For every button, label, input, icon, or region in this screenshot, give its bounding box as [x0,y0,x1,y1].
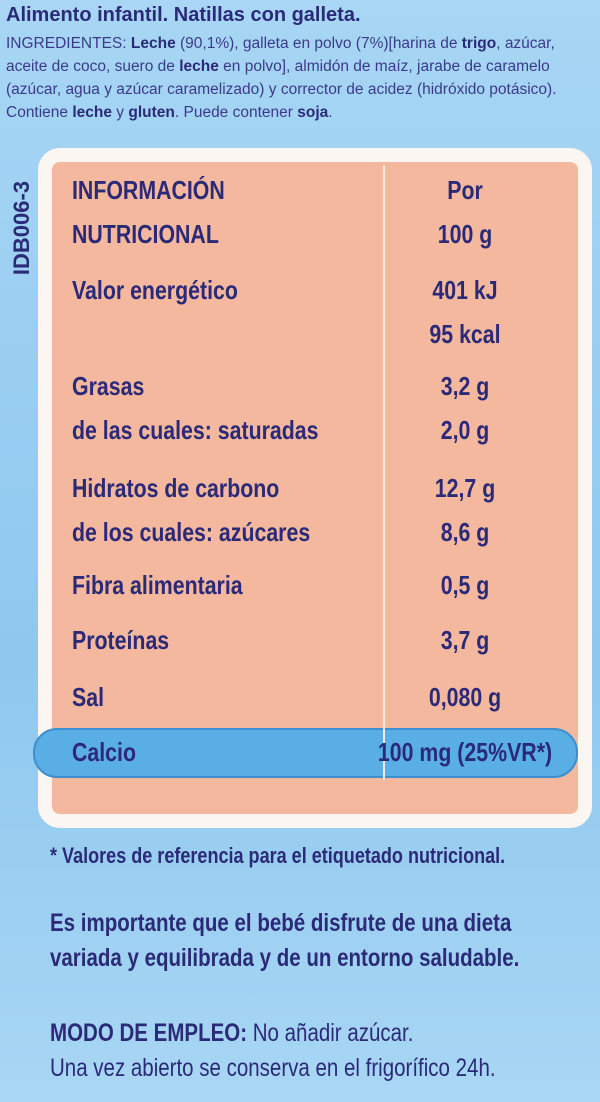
usage: MODO DE EMPLEO: No añadir azúcar. Una vez… [50,1016,496,1086]
ingredient-part: leche [179,58,219,75]
ingredient-part: , azúcar, aceite de coco, suero de [6,35,555,75]
row-value: 100 g [437,219,493,249]
row-value: 3,7 g [440,625,490,655]
row-label: de las cuales: saturadas [72,415,319,445]
ingredient-part: soja [297,104,329,121]
row-label: Grasas [72,371,145,401]
ingredient-part: gluten [128,104,175,121]
ingredient-part: . Puede contener [174,104,298,121]
usage-label: MODO DE EMPLEO: [50,1019,248,1047]
ingredient-part: y [112,104,129,121]
row-label: de los cuales: azúcares [72,517,311,547]
row-value: Por [447,175,483,205]
product-title: Alimento infantil. Natillas con galleta. [6,4,361,26]
ingredient-part: trigo [461,35,497,52]
row-value: 0,5 g [440,570,490,600]
ingredient-part: leche [72,104,112,121]
usage-line: Una vez abierto se conserva en el frigor… [50,1054,496,1082]
side-code: IDB006-3 [9,180,34,276]
ingredients: INGREDIENTES: Leche (90,1%), galleta en … [6,32,598,124]
ingredient-part: INGREDIENTES: [6,35,131,52]
row-value: 100 mg (25%VR*) [377,737,553,767]
note: Es importante que el bebé disfrute de un… [50,909,520,972]
ingredient-part: Leche [130,35,176,52]
footnote: * Valores de referencia para el etiqueta… [50,843,506,868]
highlight-row [33,728,578,778]
row-value: 401 kJ [432,275,498,305]
row-label: Fibra alimentaria [72,570,243,600]
row-value: 0,080 g [428,682,502,712]
row-value: 8,6 g [440,517,490,547]
row-value: 2,0 g [440,415,490,445]
row-label: Valor energético [72,275,238,305]
ingredient-part: en polvo], almidón de maíz, jarabe de ca… [6,58,557,121]
row-value: 95 kcal [429,319,501,349]
ingredient-part: . [328,104,333,121]
row-label: INFORMACIÓN [72,175,225,205]
row-label: Hidratos de carbono [72,473,280,503]
row-label: Calcio [72,737,136,767]
row-label: NUTRICIONAL [72,219,219,249]
row-value: 12,7 g [434,473,496,503]
row-label: Sal [72,682,105,712]
nutrition-panel [38,148,592,828]
ingredient-part: (90,1%), galleta en polvo (7%)[harina de [175,35,462,52]
column-divider [383,165,385,780]
row-label: Proteínas [72,625,170,655]
row-value: 3,2 g [440,371,490,401]
usage-text: No añadir azúcar. [247,1019,414,1047]
